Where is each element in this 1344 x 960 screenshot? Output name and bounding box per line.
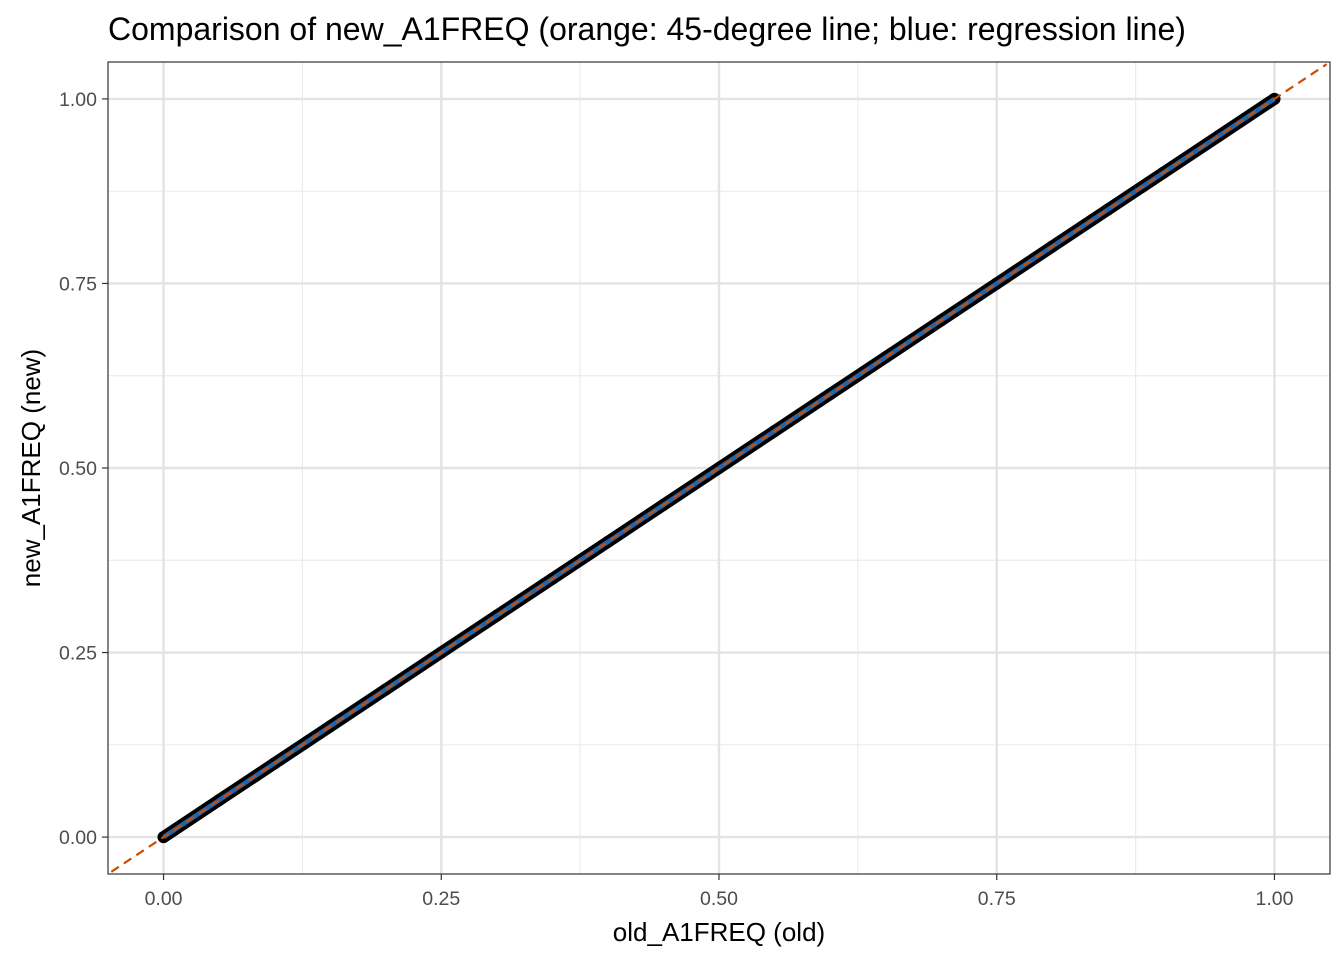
x-tick-label: 0.75 xyxy=(978,888,1016,910)
y-tick-label: 0.75 xyxy=(59,273,97,295)
y-tick-label: 0.25 xyxy=(59,643,97,665)
y-tick-label: 0.00 xyxy=(59,827,97,849)
x-tick-label: 0.25 xyxy=(422,888,460,910)
x-tick-label: 1.00 xyxy=(1255,888,1293,910)
x-tick-label: 0.50 xyxy=(700,888,738,910)
chart-title: Comparison of new_A1FREQ (orange: 45-deg… xyxy=(108,11,1186,47)
x-axis-ticks: 0.00 0.25 0.50 0.75 1.00 xyxy=(145,874,1294,910)
y-axis-title: new_A1FREQ (new) xyxy=(16,349,46,587)
y-tick-label: 0.50 xyxy=(59,458,97,480)
y-tick-label: 1.00 xyxy=(59,89,97,111)
x-tick-label: 0.00 xyxy=(145,888,183,910)
reference-45-degree-line xyxy=(110,63,1328,873)
y-axis-ticks: 0.00 0.25 0.50 0.75 1.00 xyxy=(59,89,108,849)
x-axis-title: old_A1FREQ (old) xyxy=(613,917,825,947)
